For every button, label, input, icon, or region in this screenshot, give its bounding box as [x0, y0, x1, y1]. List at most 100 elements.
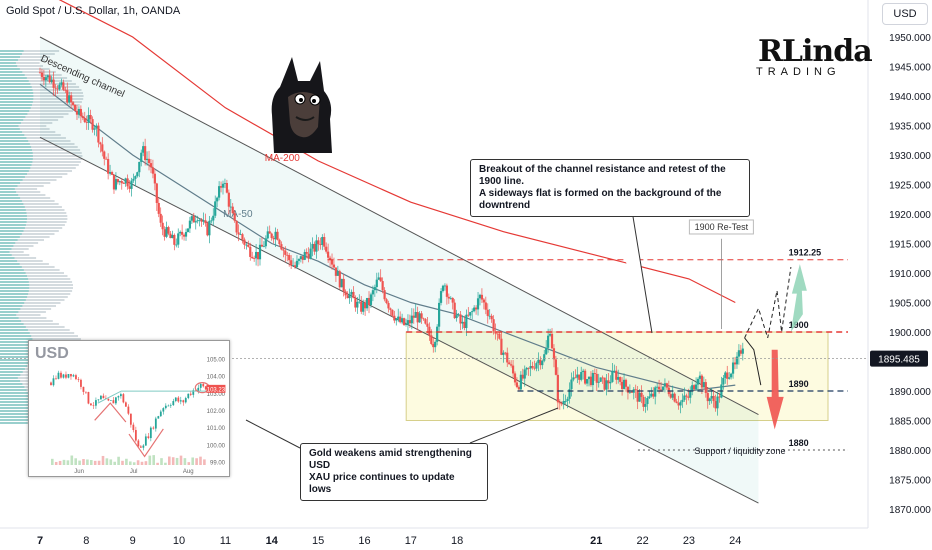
candle-body [381, 281, 384, 291]
candle-body [406, 320, 410, 325]
volume-profile-bar [0, 383, 23, 385]
volume-profile-bar [0, 137, 66, 139]
candle-body [671, 393, 674, 398]
volume-profile-bar [0, 242, 39, 244]
candle-body [221, 183, 225, 188]
inset-candle-body [147, 436, 150, 439]
volume-profile-bar [0, 80, 29, 82]
candle-body [626, 386, 630, 393]
candle-body [441, 285, 445, 292]
candle-body [739, 350, 742, 354]
candle-body [239, 234, 242, 236]
inset-candle-body [112, 400, 115, 404]
volume-profile-bar [0, 200, 55, 202]
candle-body [622, 379, 626, 389]
candle-body [68, 95, 71, 103]
volume-profile-bar [0, 221, 67, 223]
time-tick-label: 17 [405, 535, 417, 547]
candle-body [521, 374, 524, 379]
inset-volume-bar [121, 460, 124, 465]
volume-profile-bar [0, 128, 20, 130]
candle-body [254, 251, 258, 259]
volume-profile-bar [0, 248, 12, 250]
inset-candle-body [152, 427, 155, 429]
candle-body [434, 341, 437, 348]
candle-body [490, 315, 493, 320]
candle-body [118, 181, 121, 183]
inset-volume-bar [93, 460, 97, 465]
volume-profile-bar [0, 107, 31, 109]
volume-profile-bar [0, 182, 21, 184]
volume-profile-bar [0, 380, 51, 382]
candle-body [510, 364, 513, 366]
candle-body [237, 232, 240, 235]
candle-body [179, 231, 182, 234]
inset-candle-body [204, 386, 207, 390]
candle-body [40, 72, 44, 77]
inset-candle-body [55, 378, 57, 379]
candle-body [107, 159, 110, 174]
candle-body [447, 296, 450, 299]
candle-body [198, 219, 201, 221]
candle-body [149, 163, 153, 168]
candle-body [142, 146, 145, 153]
volume-profile-bar [0, 74, 62, 76]
candle-body [202, 220, 205, 222]
candle-body [393, 315, 396, 321]
inset-volume-bar [144, 461, 148, 465]
inset-volume-bar [132, 462, 136, 465]
candle-body [621, 381, 624, 389]
candle-body [693, 385, 696, 390]
inset-candle-body [82, 386, 85, 392]
candle-body [286, 254, 289, 256]
volume-profile-bar [0, 104, 80, 106]
volume-profile-bar [0, 311, 46, 313]
candle-body [517, 387, 521, 390]
candle-body [498, 333, 501, 339]
candle-body [726, 372, 729, 379]
volume-profile-bar [0, 122, 21, 124]
inset-volume-bar [70, 455, 74, 465]
volume-profile-bar [0, 179, 23, 181]
inset-price-tick: 103.00 [207, 392, 226, 398]
candle-body [379, 277, 382, 282]
volume-profile-bar [0, 134, 25, 136]
candle-body [62, 82, 65, 90]
currency-selector[interactable]: USD [882, 3, 928, 25]
volume-profile-bar [0, 77, 27, 79]
volume-profile-bar [0, 314, 17, 316]
inset-time-tick: Jun [74, 469, 84, 475]
candle-body [97, 125, 100, 143]
volume-profile-bar [0, 113, 28, 115]
candle-body [630, 392, 633, 393]
inset-time-tick: Aug [183, 469, 194, 475]
forecast-arrows [744, 264, 807, 430]
volume-profile-bar [0, 284, 30, 286]
volume-profile-bar [0, 275, 27, 277]
inset-candle-body [80, 379, 82, 387]
inset-price-tick: 99.00 [210, 461, 226, 467]
time-tick-label: 14 [266, 535, 279, 547]
candle-body [247, 244, 250, 247]
candle-body [537, 359, 540, 364]
volume-profile-bar [0, 287, 30, 289]
volume-profile-bar [0, 95, 34, 97]
volume-profile-bar [0, 290, 29, 292]
inset-volume-bar [62, 459, 66, 465]
volume-profile-bar [0, 419, 30, 421]
volume-profile-bar [0, 83, 76, 85]
candle-body [383, 290, 386, 300]
candle-body [484, 302, 487, 310]
candle-body [476, 298, 480, 310]
candle-body [293, 265, 297, 268]
volume-profile-bar [0, 260, 43, 262]
candle-body [70, 95, 73, 103]
candle-body [531, 366, 534, 368]
inset-volume-bar [148, 455, 152, 465]
candle-body [665, 383, 668, 388]
volume-profile-bar [0, 251, 10, 253]
inset-candle-body [167, 405, 170, 407]
candle-body [399, 316, 402, 323]
volume-profile-bar [0, 365, 27, 367]
